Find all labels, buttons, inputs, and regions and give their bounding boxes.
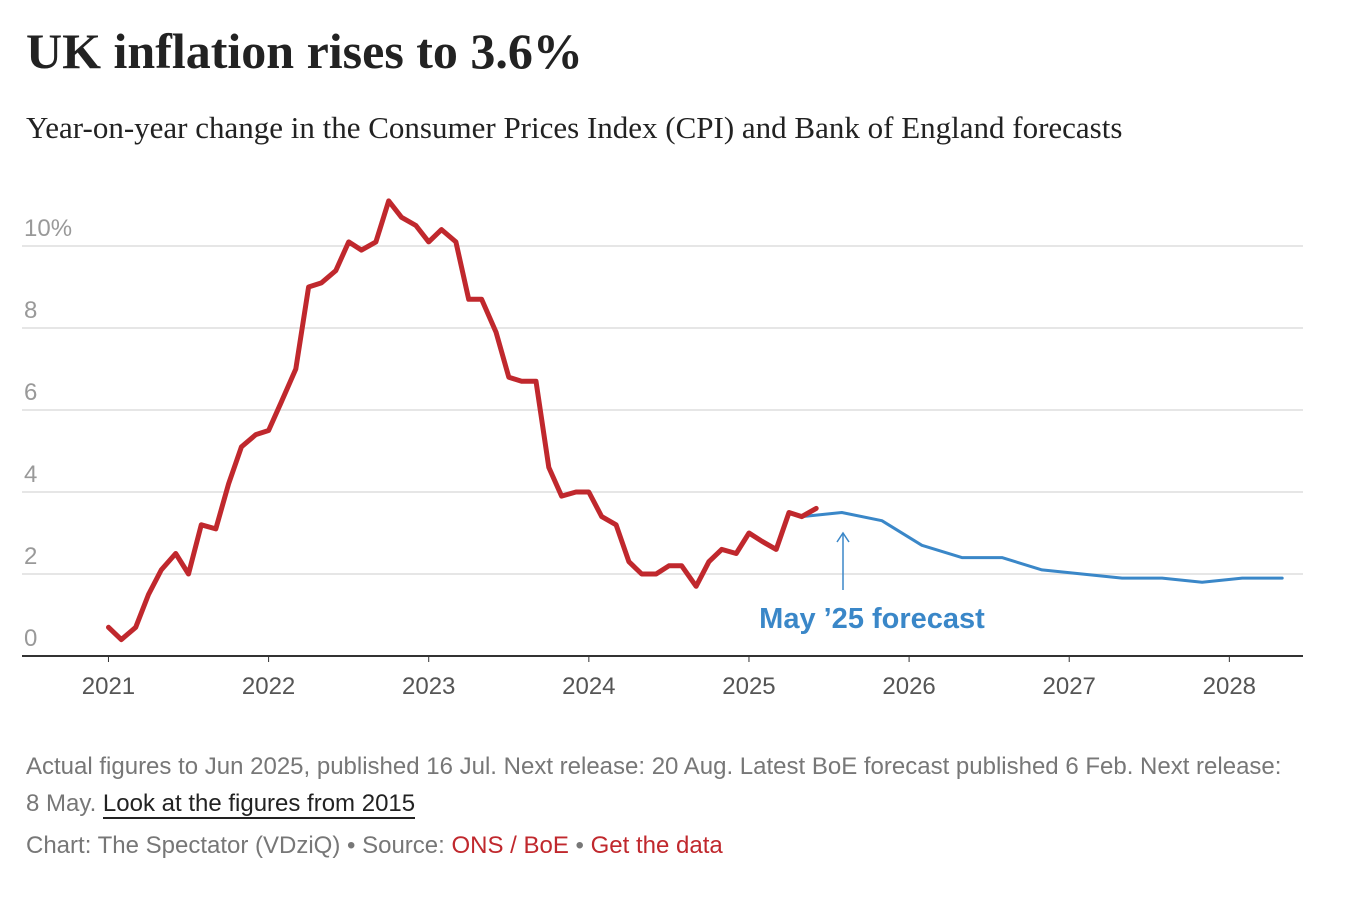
- annotation: May ’25 forecast: [759, 603, 985, 635]
- note-link[interactable]: Look at the figures from 2015: [102, 790, 416, 819]
- x-tick-label: 2026: [882, 673, 935, 700]
- x-tick-label: 2028: [1203, 673, 1256, 700]
- y-tick-label: 6: [24, 379, 37, 406]
- y-tick-label: 8: [24, 297, 37, 324]
- credit-line: Chart: The Spectator (VDziQ) • Source: O…: [26, 832, 723, 860]
- notes: Actual figures to Jun 2025, published 16…: [26, 748, 1296, 822]
- source[interactable]: ONS / BoE: [451, 832, 569, 859]
- x-tick-label: 2022: [242, 673, 295, 700]
- get-data-link[interactable]: Get the data: [590, 832, 723, 859]
- chart: 0 2 4 6 8 10% 2021 2022 2023 2024 2025 2026 2027 2028…: [22, 198, 1303, 700]
- note-text: Actual figures to Jun 2025, published 16…: [26, 753, 1282, 817]
- series-line: [800, 511, 1284, 584]
- y-tick-label: 2: [24, 543, 37, 570]
- series-line: [106, 198, 819, 643]
- x-tick-label: 2021: [82, 673, 135, 700]
- y-tick-label: 4: [24, 461, 37, 488]
- credit: Chart: The Spectator (VDziQ): [26, 832, 341, 859]
- separator: •: [575, 832, 584, 859]
- chart-subtitle: Year-on-year change in the Consumer Pric…: [26, 110, 1123, 145]
- x-tick-label: 2023: [402, 673, 455, 700]
- y-tick-label: 0: [24, 625, 37, 652]
- separator: •: [347, 832, 356, 859]
- x-tick-label: 2027: [1043, 673, 1096, 700]
- source-label: Source:: [362, 832, 445, 859]
- x-tick-label: 2025: [722, 673, 775, 700]
- chart-title: UK inflation rises to 3.6%: [26, 23, 583, 79]
- annotation-arrowhead: [836, 531, 850, 543]
- y-tick-label: 10%: [24, 215, 72, 242]
- x-tick-label: 2024: [562, 673, 615, 700]
